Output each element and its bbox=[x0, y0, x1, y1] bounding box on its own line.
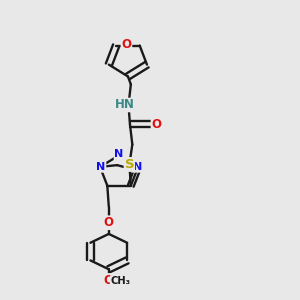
Text: O: O bbox=[122, 38, 131, 51]
Text: O: O bbox=[104, 274, 114, 287]
Text: N: N bbox=[133, 162, 142, 172]
Text: N: N bbox=[115, 149, 124, 159]
Text: O: O bbox=[152, 118, 161, 131]
Text: HN: HN bbox=[115, 98, 135, 112]
Text: CH₃: CH₃ bbox=[110, 276, 130, 286]
Text: O: O bbox=[104, 216, 114, 229]
Text: N: N bbox=[96, 162, 106, 172]
Text: S: S bbox=[124, 158, 134, 171]
